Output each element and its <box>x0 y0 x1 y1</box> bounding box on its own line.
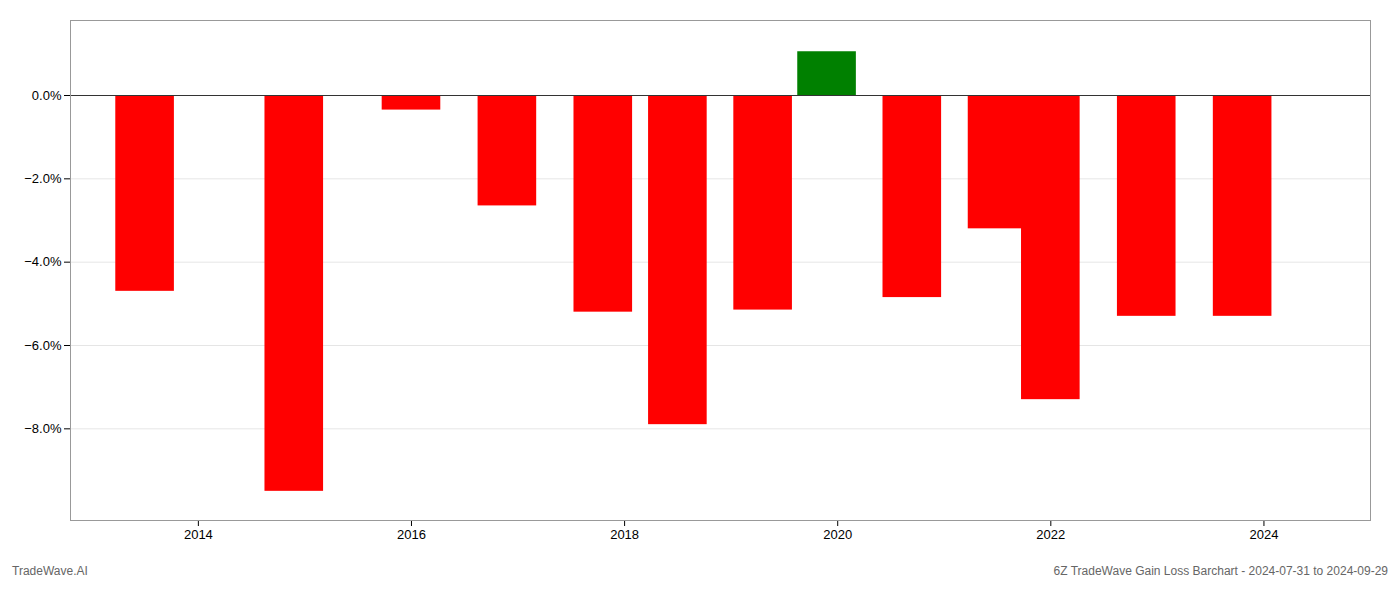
svg-text:2016: 2016 <box>397 527 426 542</box>
html-text:6Z TradeWave Gain Loss Barchar: 6Z TradeWave Gain Loss Barchart - 2024-0… <box>1053 564 1388 578</box>
svg-text:−4.0%: −4.0% <box>24 254 62 269</box>
html-text:TradeWave.AI: TradeWave.AI <box>12 564 88 578</box>
svg-text:0.0%: 0.0% <box>32 88 62 103</box>
svg-text:2022: 2022 <box>1036 527 1065 542</box>
svg-text:2018: 2018 <box>610 527 639 542</box>
svg-text:2020: 2020 <box>823 527 852 542</box>
svg-text:−6.0%: −6.0% <box>24 338 62 353</box>
svg-text:2014: 2014 <box>184 527 213 542</box>
svg-text:−8.0%: −8.0% <box>24 421 62 436</box>
svg-text:−2.0%: −2.0% <box>24 171 62 186</box>
svg-text:2024: 2024 <box>1249 527 1278 542</box>
